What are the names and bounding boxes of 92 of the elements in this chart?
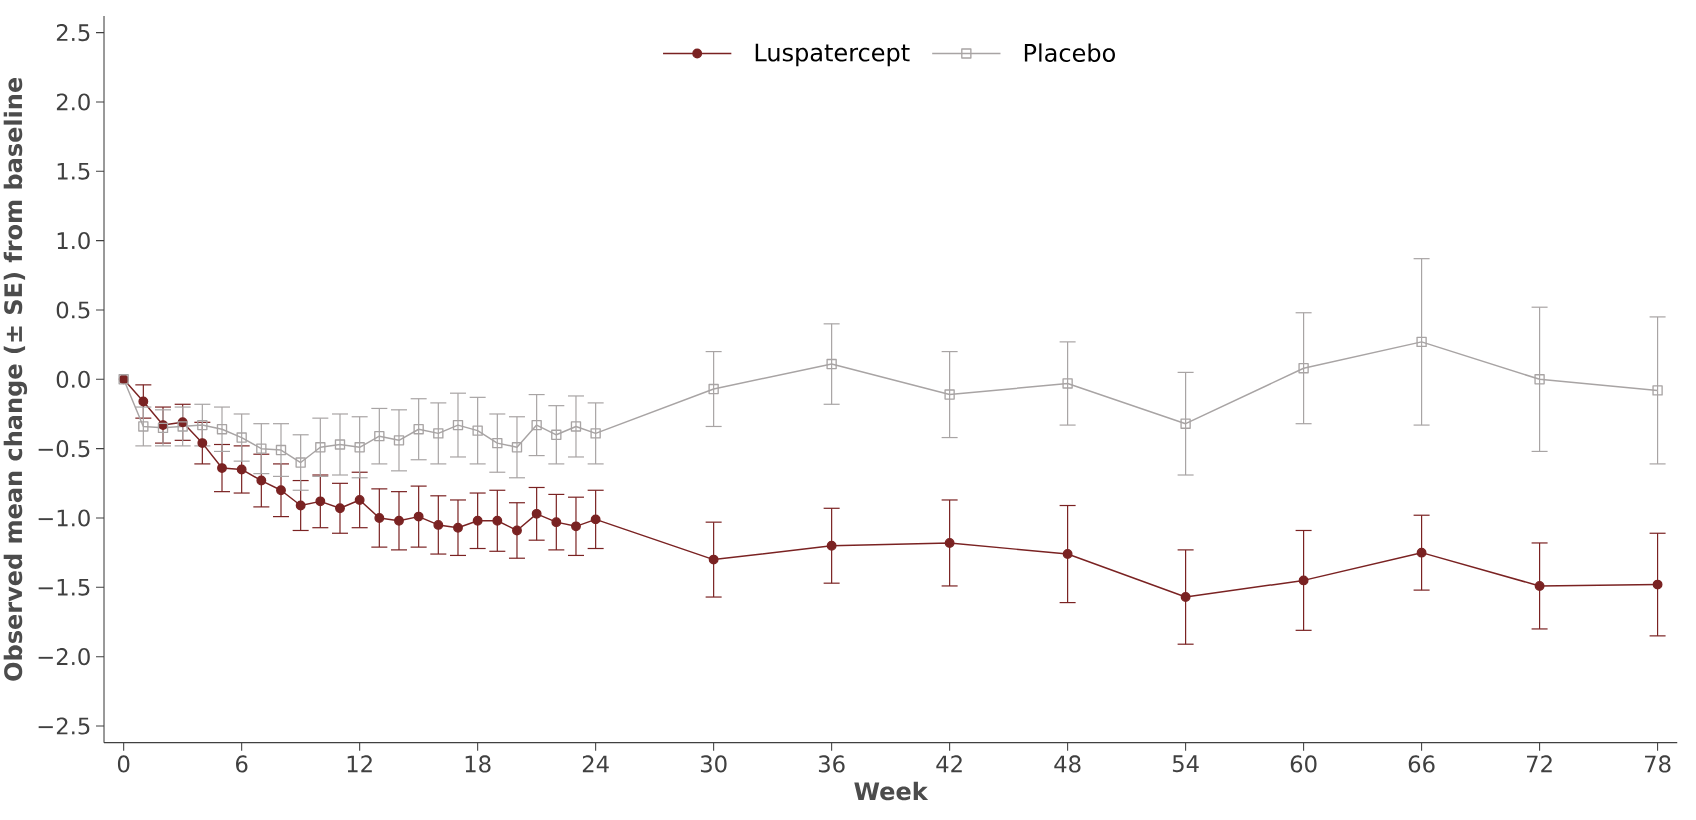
point — [275, 444, 287, 456]
point — [374, 430, 385, 442]
point — [295, 500, 306, 511]
point — [1416, 336, 1427, 348]
point — [276, 485, 286, 496]
legend-label: Luspatercept — [755, 43, 910, 67]
y-tick-label: −2.5 — [38, 717, 90, 735]
point — [1298, 575, 1309, 586]
point — [1180, 418, 1191, 429]
point — [1180, 592, 1191, 602]
point — [1534, 581, 1545, 591]
point — [177, 421, 188, 432]
x-tick-label: 36 — [818, 755, 845, 773]
point — [531, 508, 542, 519]
x-tick-label: 24 — [582, 755, 609, 773]
y-tick-label: 1.5 — [57, 162, 90, 180]
point — [826, 540, 837, 551]
x-tick-label: 30 — [700, 755, 727, 773]
point — [472, 515, 483, 526]
y-tick-label: −1.5 — [38, 578, 90, 596]
y-tick-label: −2.0 — [38, 648, 90, 666]
y-tick-label: 0.0 — [56, 370, 90, 388]
point — [197, 438, 208, 449]
point — [393, 435, 405, 446]
y-axis-title: Observed mean change (± SE) from baseline — [3, 77, 28, 681]
x-tick-label: 54 — [1172, 755, 1199, 773]
y-tick-label: −1.0 — [38, 509, 90, 527]
point — [138, 421, 149, 432]
point — [433, 428, 444, 439]
x-tick-label: 60 — [1290, 755, 1317, 773]
point — [413, 511, 424, 522]
point — [354, 495, 365, 505]
point — [551, 429, 562, 440]
point — [216, 424, 228, 435]
x-tick-label: 6 — [236, 755, 248, 773]
point — [236, 432, 247, 443]
point — [315, 442, 326, 453]
x-tick-label: 48 — [1054, 755, 1081, 773]
point — [708, 554, 719, 565]
point — [197, 419, 208, 431]
legend-label: Placebo — [1024, 43, 1115, 62]
point — [1534, 374, 1545, 385]
point — [492, 437, 503, 449]
point — [256, 475, 267, 486]
point — [413, 424, 424, 435]
point — [453, 522, 463, 533]
point — [335, 503, 345, 514]
point — [826, 358, 837, 370]
point — [1062, 549, 1073, 559]
x-tick-label: 78 — [1645, 755, 1671, 773]
point — [1652, 385, 1663, 396]
point — [571, 521, 581, 532]
point — [472, 425, 483, 436]
point — [138, 396, 149, 407]
point — [708, 383, 719, 395]
point — [1416, 547, 1427, 558]
y-tick-label: −0.5 — [38, 440, 90, 458]
point — [315, 496, 326, 507]
x-tick-label: 72 — [1527, 755, 1552, 773]
y-tick-label: 1.0 — [57, 232, 90, 250]
x-tick-label: 12 — [347, 755, 372, 773]
point — [334, 439, 346, 450]
point — [236, 464, 247, 475]
point — [1652, 579, 1663, 590]
y-tick-label: 2.0 — [56, 93, 90, 111]
point — [1062, 378, 1073, 389]
point — [394, 515, 404, 526]
x-tick-label: 66 — [1408, 755, 1435, 773]
point — [551, 517, 562, 528]
point — [433, 519, 444, 530]
point — [570, 421, 582, 432]
point — [944, 538, 955, 548]
point — [452, 419, 464, 431]
point — [256, 443, 267, 454]
point — [512, 525, 522, 536]
point — [374, 513, 385, 523]
x-tick-label: 18 — [465, 755, 491, 773]
point — [511, 442, 523, 453]
point — [944, 389, 955, 400]
x-tick-label: 42 — [936, 755, 962, 773]
point — [295, 457, 306, 468]
point — [217, 463, 227, 474]
point — [531, 419, 542, 431]
x-axis-title: Week — [854, 781, 929, 801]
point — [1298, 363, 1309, 374]
point — [354, 442, 365, 453]
y-tick-label: 0.5 — [56, 301, 90, 319]
y-tick-label: 2.5 — [56, 24, 90, 42]
x-tick-label: 0 — [117, 755, 130, 773]
point — [590, 514, 601, 525]
point — [492, 515, 503, 526]
point — [590, 428, 601, 439]
